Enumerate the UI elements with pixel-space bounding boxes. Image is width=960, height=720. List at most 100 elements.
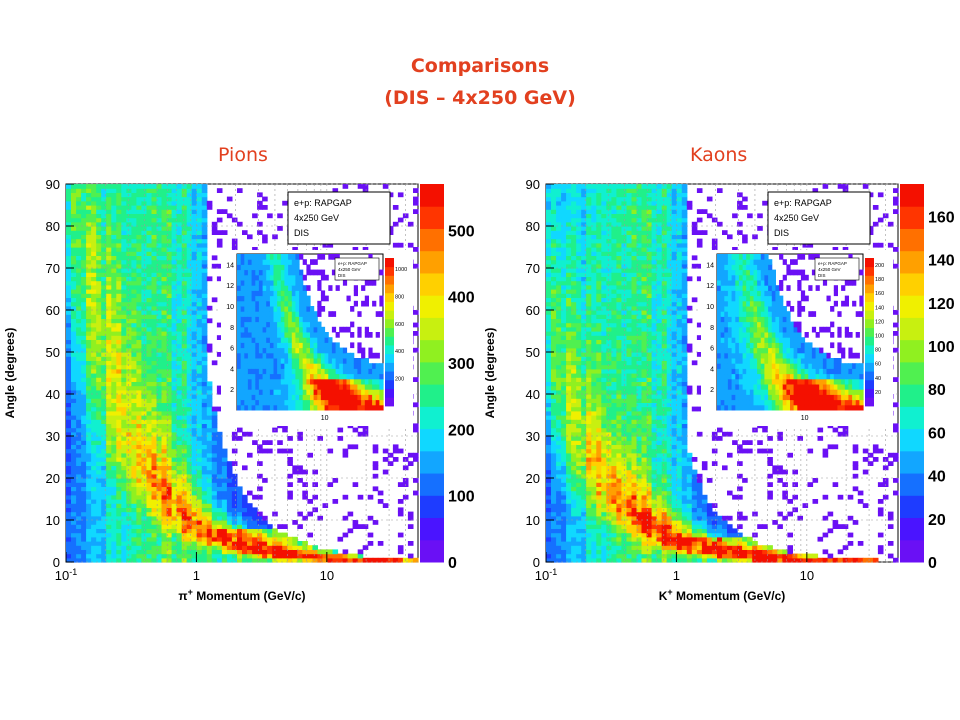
heat-cell bbox=[556, 322, 562, 328]
inset-heat-cell bbox=[350, 378, 355, 385]
heat-cell bbox=[96, 507, 102, 513]
heat-cell bbox=[101, 196, 107, 202]
heat-cell bbox=[191, 322, 198, 328]
heat-cell bbox=[176, 465, 183, 471]
heat-cell bbox=[191, 326, 198, 332]
heat-cell bbox=[186, 196, 193, 202]
heat-cell bbox=[151, 402, 158, 408]
heat-cell bbox=[116, 385, 122, 391]
heat-cell bbox=[556, 314, 562, 319]
heat-cell bbox=[76, 213, 82, 219]
heat-cell bbox=[171, 289, 178, 294]
heat-cell bbox=[166, 276, 173, 282]
heat-cell bbox=[181, 490, 188, 496]
heat-cell bbox=[546, 419, 552, 424]
inset-heat-cell bbox=[247, 264, 253, 271]
inset-heat-cell bbox=[350, 389, 355, 395]
heat-cell bbox=[571, 457, 577, 462]
inset-heat-cell bbox=[251, 300, 256, 307]
heat-cell bbox=[106, 356, 112, 361]
heat-cell bbox=[141, 280, 147, 286]
inset-heat-cell bbox=[291, 368, 296, 375]
heat-cell bbox=[267, 553, 273, 559]
heat-cell bbox=[191, 503, 198, 508]
inset-heat-cell bbox=[273, 290, 278, 297]
heat-cell bbox=[176, 377, 183, 382]
heat-cell bbox=[372, 465, 379, 471]
heat-cell bbox=[216, 557, 223, 563]
heat-cell bbox=[161, 515, 168, 521]
heat-cell bbox=[196, 410, 203, 416]
heat-cell bbox=[121, 385, 127, 391]
heat-cell bbox=[181, 184, 188, 189]
heat-cell bbox=[546, 415, 552, 420]
inset-heat-cell bbox=[280, 269, 285, 276]
heat-cell bbox=[252, 440, 258, 445]
heat-cell bbox=[211, 524, 218, 529]
heat-cell bbox=[141, 251, 147, 256]
heat-cell bbox=[166, 217, 173, 223]
heat-cell bbox=[322, 503, 329, 508]
heat-cell bbox=[116, 221, 122, 227]
heat-cell bbox=[566, 301, 572, 307]
inset-heat-cell bbox=[328, 254, 333, 260]
inset-heat-cell bbox=[361, 373, 366, 380]
heat-cell bbox=[66, 188, 72, 193]
heat-cell bbox=[342, 557, 349, 563]
heat-cell bbox=[551, 486, 557, 492]
heat-cell bbox=[106, 389, 112, 395]
heat-cell bbox=[161, 553, 168, 559]
heat-cell bbox=[211, 490, 218, 496]
heat-cell bbox=[121, 184, 127, 189]
heat-cell bbox=[76, 436, 82, 441]
heat-cell bbox=[237, 520, 243, 525]
heat-cell bbox=[116, 377, 122, 382]
heat-cell bbox=[156, 356, 163, 361]
heat-cell bbox=[297, 478, 303, 483]
heat-cell bbox=[317, 553, 323, 559]
heat-cell bbox=[566, 276, 572, 282]
heat-cell bbox=[551, 217, 557, 223]
heat-cell bbox=[141, 549, 147, 555]
heat-cell bbox=[191, 381, 198, 387]
inset-heat-cell bbox=[299, 358, 304, 364]
inset-heat-cell bbox=[284, 358, 289, 364]
inset-heat-cell bbox=[255, 306, 260, 312]
heat-cell bbox=[141, 465, 147, 471]
heat-cell bbox=[551, 482, 557, 487]
inset-heat-cell bbox=[280, 264, 285, 271]
inset-heat-cell bbox=[284, 300, 289, 307]
heat-cell bbox=[136, 406, 142, 412]
heat-cell bbox=[166, 494, 173, 500]
heat-cell bbox=[101, 427, 107, 433]
inset-heat-cell bbox=[361, 399, 366, 406]
heat-cell bbox=[76, 440, 82, 445]
inset-heat-cell bbox=[353, 363, 358, 369]
heat-cell bbox=[561, 360, 567, 366]
inset-heat-cell bbox=[288, 384, 293, 390]
heat-cell bbox=[161, 423, 168, 429]
inset-heat-cell bbox=[342, 399, 348, 406]
inset-heat-cell bbox=[331, 399, 337, 406]
inset-heat-cell bbox=[258, 352, 264, 359]
inset-heat-cell bbox=[269, 306, 275, 312]
inset-heat-cell bbox=[375, 394, 380, 401]
heat-cell bbox=[402, 557, 409, 563]
inset-heat-cell bbox=[291, 352, 296, 359]
heat-cell bbox=[81, 469, 87, 475]
heat-cell bbox=[176, 326, 183, 332]
heat-cell bbox=[571, 473, 577, 479]
heat-cell bbox=[136, 385, 142, 391]
heat-cell bbox=[116, 457, 122, 462]
heat-cell bbox=[176, 381, 183, 387]
heat-cell bbox=[121, 352, 127, 357]
heat-cell bbox=[71, 188, 77, 193]
heat-cell bbox=[196, 322, 203, 328]
heat-cell bbox=[111, 398, 117, 403]
heat-cell bbox=[66, 251, 72, 256]
heat-cell bbox=[312, 545, 318, 550]
heat-cell bbox=[571, 310, 577, 315]
heat-cell bbox=[186, 205, 193, 210]
heat-cell bbox=[91, 524, 97, 529]
inset-heat-cell bbox=[247, 399, 253, 406]
